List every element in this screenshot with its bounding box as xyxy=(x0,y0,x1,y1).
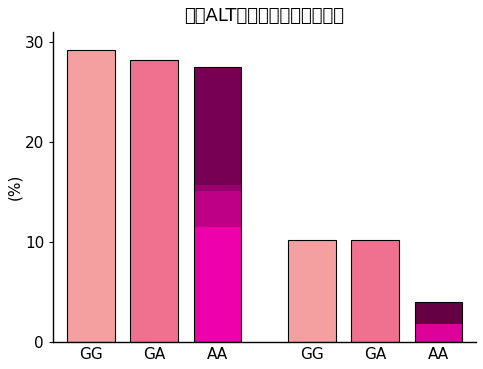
Bar xyxy=(288,240,336,342)
Bar xyxy=(414,324,462,342)
Bar xyxy=(194,185,241,227)
Bar xyxy=(352,240,399,342)
Bar xyxy=(67,50,114,342)
Title: 血清ALTが高値を示す人の割合: 血清ALTが高値を示す人の割合 xyxy=(185,7,344,25)
Bar xyxy=(414,302,462,324)
Bar xyxy=(194,67,241,342)
Bar xyxy=(414,302,462,342)
Bar xyxy=(130,60,178,342)
Bar xyxy=(194,67,241,191)
Bar xyxy=(194,191,241,342)
Y-axis label: (%): (%) xyxy=(7,174,22,200)
